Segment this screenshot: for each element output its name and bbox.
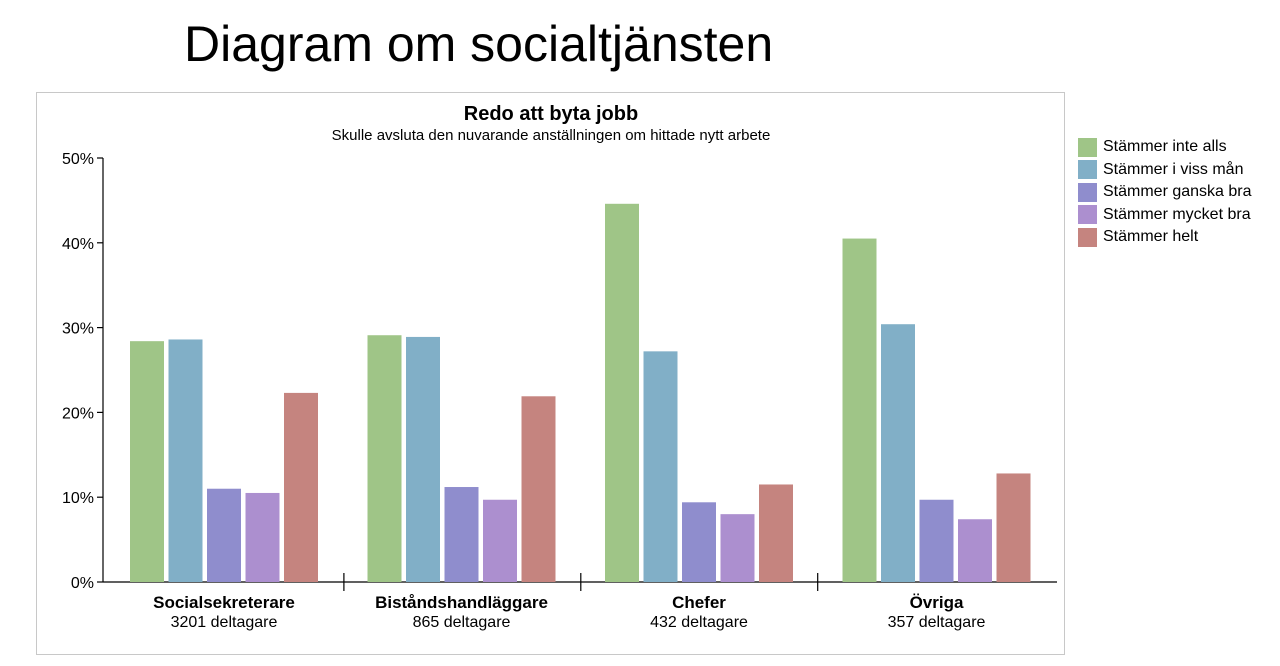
legend-swatch: [1078, 137, 1097, 157]
legend-swatch: [1078, 182, 1097, 202]
y-tick-label: 50%: [62, 151, 94, 168]
legend-label: Stämmer mycket bra: [1103, 205, 1251, 223]
bar: [958, 519, 992, 582]
bar: [881, 324, 915, 582]
bar: [842, 238, 877, 582]
bar: [444, 487, 479, 582]
chart-subtitle: Skulle avsluta den nuvarande anställning…: [332, 127, 771, 144]
bar: [284, 392, 318, 582]
x-category-label: Biståndshandläggare: [375, 593, 548, 612]
y-tick-label: 10%: [62, 490, 94, 507]
x-category-sublabel: 357 deltagare: [888, 614, 986, 631]
legend-swatch: [1078, 160, 1097, 180]
bar: [682, 502, 716, 582]
bar: [643, 351, 678, 582]
page-title: Diagram om socialtjänsten: [184, 16, 774, 72]
x-category-sublabel: 3201 deltagare: [171, 614, 278, 631]
y-tick-label: 20%: [62, 405, 94, 422]
y-tick-label: 30%: [62, 321, 94, 338]
x-category-label: Chefer: [672, 593, 726, 612]
bar: [245, 492, 280, 582]
bar: [406, 336, 440, 582]
legend-label: Stämmer ganska bra: [1103, 183, 1252, 201]
x-category-label: Socialsekreterare: [153, 593, 295, 612]
bar: [207, 488, 241, 582]
y-tick-label: 40%: [62, 236, 94, 253]
legend-item: Stämmer ganska bra: [1078, 181, 1252, 204]
y-tick-label: 0%: [71, 575, 94, 592]
bar: [919, 499, 954, 582]
bar: [720, 514, 755, 582]
bar: [521, 396, 556, 582]
legend-swatch: [1078, 205, 1097, 225]
legend-label: Stämmer helt: [1103, 228, 1199, 246]
chart-frame: [36, 92, 1065, 655]
bar: [168, 339, 203, 582]
x-axis-labels: Socialsekreterare 3201 deltagare Biståndsh…: [153, 593, 985, 631]
bar: [130, 341, 164, 582]
legend-item: Stämmer i viss mån: [1078, 159, 1252, 182]
bar: [996, 473, 1031, 582]
bar: [605, 203, 639, 583]
bar: [483, 499, 517, 582]
legend-item: Stämmer inte alls: [1078, 136, 1252, 159]
chart-title: Redo att byta jobb: [464, 103, 638, 125]
x-category-label: Övriga: [910, 593, 964, 612]
bar: [759, 484, 793, 582]
legend-item: Stämmer helt: [1078, 226, 1252, 249]
legend-item: Stämmer mycket bra: [1078, 204, 1252, 227]
legend-swatch: [1078, 227, 1097, 247]
x-category-sublabel: 865 deltagare: [413, 614, 511, 631]
x-category-sublabel: 432 deltagare: [650, 614, 748, 631]
legend-label: Stämmer i viss mån: [1103, 160, 1244, 178]
bar: [367, 335, 402, 582]
legend: Stämmer inte alls Stämmer i viss mån Stämm…: [1078, 136, 1252, 249]
legend-label: Stämmer inte alls: [1103, 138, 1227, 156]
bars: [130, 203, 1031, 583]
bar-chart: Redo att byta jobb Skulle avsluta den nu…: [62, 103, 1057, 631]
